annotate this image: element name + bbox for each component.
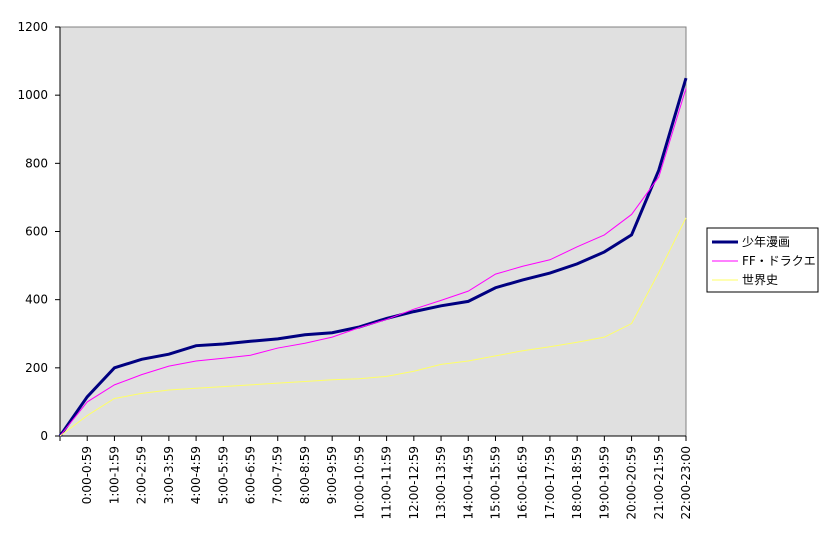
legend-box	[706, 227, 819, 293]
x-tick-label: 12:00-12:59	[407, 446, 421, 520]
x-tick-label: 7:00-7:59	[271, 446, 285, 504]
x-tick-label: 20:00-20:59	[625, 446, 639, 520]
y-tick-label: 0	[40, 429, 48, 443]
plot-area	[59, 26, 687, 437]
x-tick-label: 18:00-18:59	[570, 446, 584, 520]
x-tick-label: 3:00-3:59	[162, 446, 176, 504]
x-tick-label: 15:00-15:59	[488, 446, 502, 520]
x-tick-label: 10:00-10:59	[352, 446, 366, 520]
x-tick-label: 21:00-21:59	[652, 446, 666, 520]
y-tick-label: 800	[25, 156, 48, 170]
y-tick-label: 600	[25, 225, 48, 239]
x-tick-label: 2:00-2:59	[135, 446, 149, 504]
x-tick-label: 0:00-0:59	[80, 446, 94, 504]
x-tick-label: 9:00-9:59	[325, 446, 339, 504]
x-tick-label: 19:00-19:59	[597, 446, 611, 520]
y-tick-label: 200	[25, 361, 48, 375]
x-tick-label: 8:00-8:59	[298, 446, 312, 504]
legend-label: 世界史	[742, 273, 778, 287]
series-line	[59, 217, 687, 437]
x-tick-label: 11:00-11:59	[380, 446, 394, 520]
x-tick-label: 14:00-14:59	[461, 446, 475, 520]
x-tick-label: 5:00-5:59	[216, 446, 230, 504]
x-tick-label: 6:00-6:59	[244, 446, 258, 504]
y-tick-label: 400	[25, 293, 48, 307]
x-tick-label: 13:00-13:59	[434, 446, 448, 520]
series-line	[58, 77, 688, 437]
x-tick-label: 17:00-17:59	[543, 446, 557, 520]
x-tick-label: 22:00-23:00	[679, 446, 693, 520]
x-tick-label: 16:00-16:59	[516, 446, 530, 520]
x-tick-label: 1:00-1:59	[107, 446, 121, 504]
legend-label: 少年漫画	[742, 235, 790, 249]
series-line	[59, 88, 687, 437]
legend-label: FF・ドラクエ	[742, 254, 816, 268]
x-tick-label: 4:00-4:59	[189, 446, 203, 504]
y-tick-label: 1200	[17, 20, 48, 34]
y-tick-label: 1000	[17, 88, 48, 102]
